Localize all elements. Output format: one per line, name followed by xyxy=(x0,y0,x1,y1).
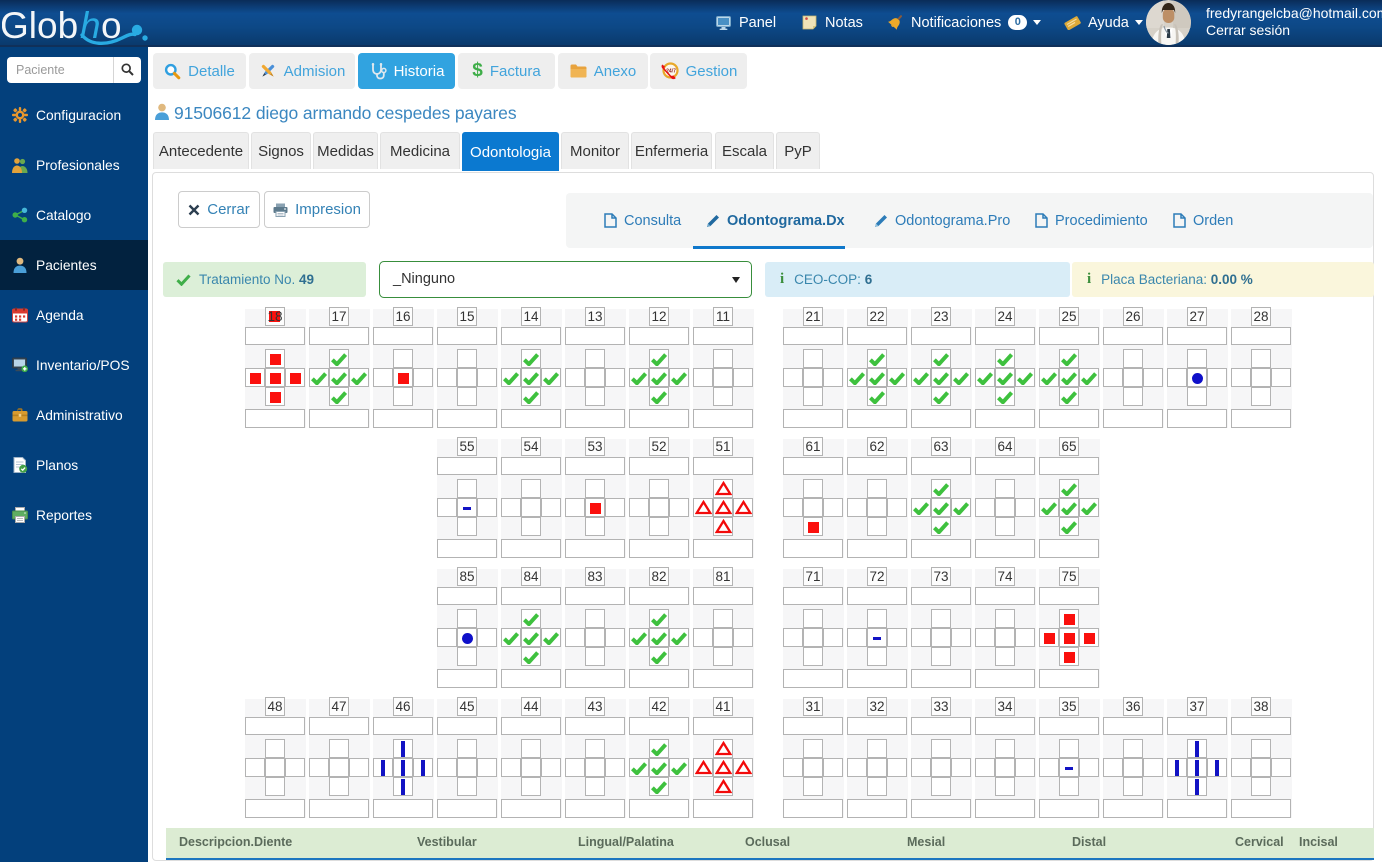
svg-text:Glob: Glob xyxy=(2,5,78,46)
svg-text:o: o xyxy=(101,5,122,46)
svg-text:24/7: 24/7 xyxy=(666,68,676,74)
svg-text:h: h xyxy=(80,5,101,46)
